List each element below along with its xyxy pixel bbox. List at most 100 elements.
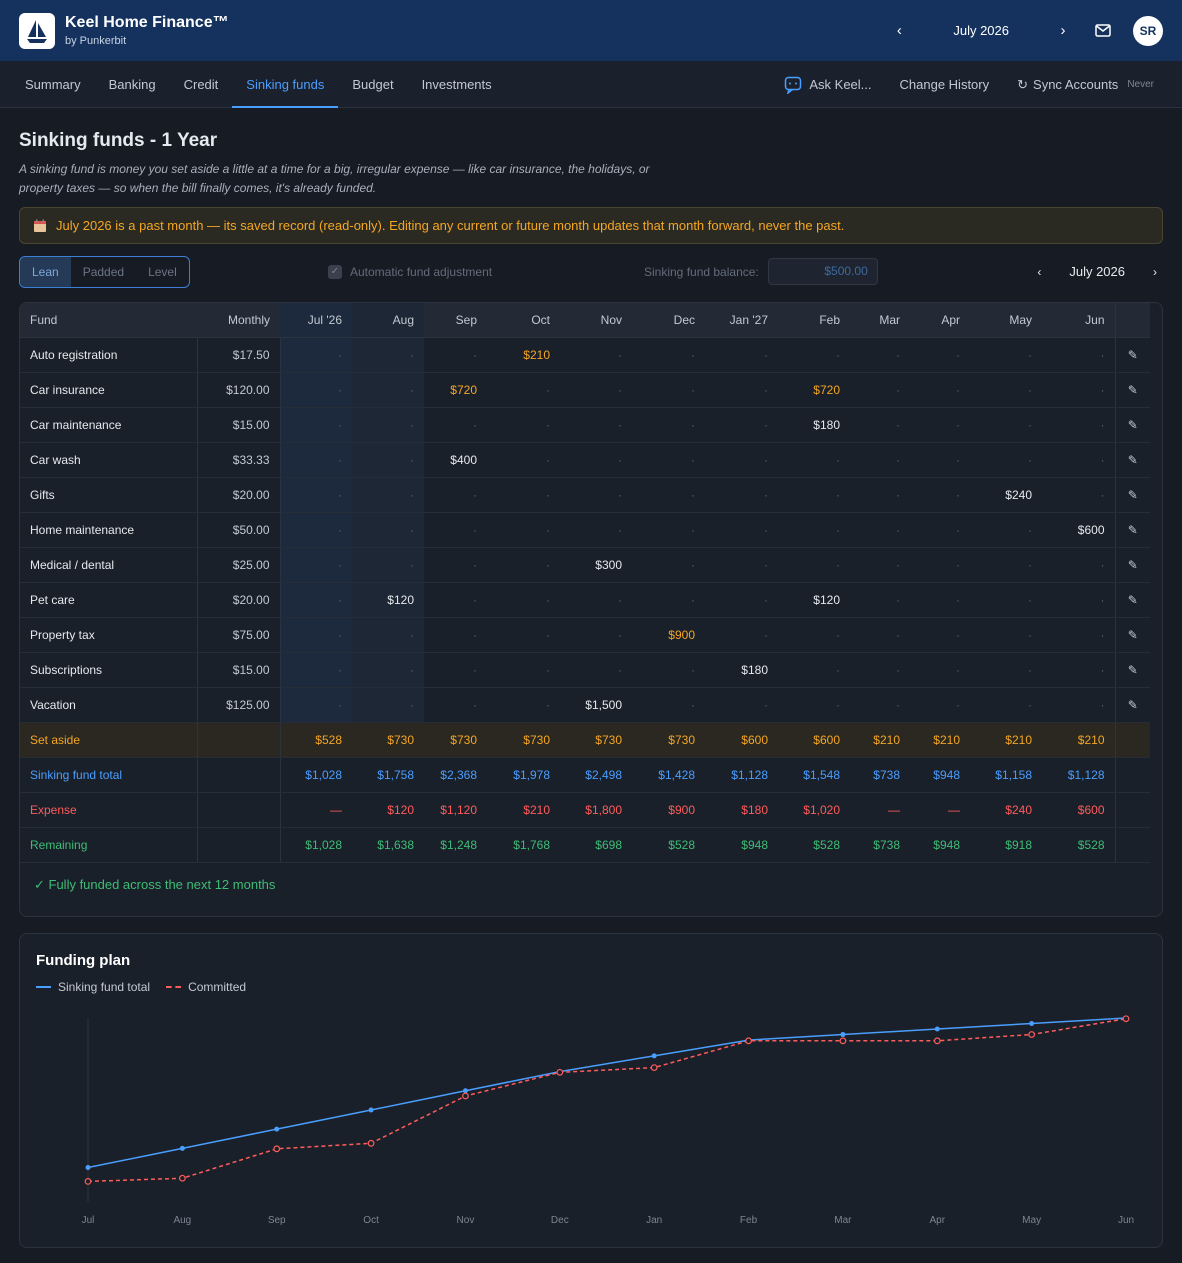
fund-cell[interactable]: ·	[424, 512, 487, 548]
fund-cell[interactable]: ·	[487, 582, 560, 618]
ask-keel-button[interactable]: Ask Keel...	[784, 76, 872, 94]
balance-input[interactable]: $500.00	[767, 258, 878, 285]
fund-cell[interactable]: ·	[970, 547, 1042, 583]
fund-cell[interactable]: ·	[970, 617, 1042, 653]
fund-cell[interactable]: $400	[424, 442, 487, 478]
pencil-icon[interactable]: ✎	[1114, 687, 1150, 723]
fund-cell[interactable]: ·	[280, 547, 352, 583]
fund-cell[interactable]: $180	[705, 652, 778, 688]
fund-cell[interactable]: ·	[352, 652, 424, 688]
fund-cell[interactable]: ·	[778, 477, 850, 513]
fund-cell[interactable]: ·	[632, 687, 705, 723]
fund-cell[interactable]: ·	[280, 442, 352, 478]
fund-cell[interactable]: ·	[705, 372, 778, 408]
fund-cell[interactable]: $300	[560, 547, 632, 583]
fund-cell[interactable]: ·	[424, 407, 487, 443]
fund-cell[interactable]: ·	[487, 372, 560, 408]
fund-cell[interactable]: ·	[778, 652, 850, 688]
fund-cell[interactable]: ·	[1042, 687, 1115, 723]
fund-cell[interactable]: ·	[910, 652, 970, 688]
fund-cell[interactable]: ·	[424, 617, 487, 653]
fund-cell[interactable]: ·	[560, 512, 632, 548]
fund-cell[interactable]: ·	[280, 582, 352, 618]
fund-cell[interactable]: ·	[1042, 407, 1115, 443]
fund-cell[interactable]: ·	[352, 512, 424, 548]
pencil-icon[interactable]: ✎	[1114, 407, 1150, 443]
fund-cell[interactable]: $720	[424, 372, 487, 408]
fund-cell[interactable]: ·	[352, 337, 424, 373]
tab-credit[interactable]: Credit	[183, 76, 219, 92]
fund-cell[interactable]: ·	[487, 547, 560, 583]
fund-cell[interactable]: ·	[424, 582, 487, 618]
fund-cell[interactable]: ·	[632, 337, 705, 373]
fund-cell[interactable]: ·	[280, 617, 352, 653]
fund-cell[interactable]: ·	[910, 372, 970, 408]
fund-cell[interactable]: ·	[705, 687, 778, 723]
fund-cell[interactable]: ·	[970, 512, 1042, 548]
pencil-icon[interactable]: ✎	[1114, 652, 1150, 688]
fund-cell[interactable]: ·	[850, 582, 910, 618]
fund-cell[interactable]: ·	[487, 477, 560, 513]
fund-cell[interactable]: ·	[632, 547, 705, 583]
fund-cell[interactable]: ·	[280, 512, 352, 548]
pencil-icon[interactable]: ✎	[1114, 337, 1150, 373]
fund-cell[interactable]: ·	[352, 407, 424, 443]
fund-cell[interactable]: ·	[705, 407, 778, 443]
fund-cell[interactable]: ·	[487, 617, 560, 653]
fund-cell[interactable]: ·	[280, 477, 352, 513]
fund-cell[interactable]: ·	[850, 687, 910, 723]
fund-cell[interactable]: ·	[352, 442, 424, 478]
fund-cell[interactable]: ·	[560, 652, 632, 688]
pencil-icon[interactable]: ✎	[1114, 512, 1150, 548]
fund-cell[interactable]: ·	[352, 372, 424, 408]
fund-cell[interactable]: ·	[424, 652, 487, 688]
fund-cell[interactable]: ·	[352, 547, 424, 583]
fund-cell[interactable]: ·	[1042, 582, 1115, 618]
fund-cell[interactable]: ·	[632, 372, 705, 408]
fund-cell[interactable]: ·	[850, 652, 910, 688]
fund-cell[interactable]: ·	[850, 372, 910, 408]
pencil-icon[interactable]: ✎	[1114, 477, 1150, 513]
fund-cell[interactable]: ·	[910, 512, 970, 548]
fund-cell[interactable]: ·	[560, 477, 632, 513]
fund-cell[interactable]: ·	[1042, 372, 1115, 408]
fund-cell[interactable]: ·	[560, 407, 632, 443]
fund-cell[interactable]: ·	[910, 617, 970, 653]
fund-cell[interactable]: ·	[1042, 337, 1115, 373]
fund-cell[interactable]: $240	[970, 477, 1042, 513]
fund-cell[interactable]: ·	[1042, 442, 1115, 478]
fund-cell[interactable]: ·	[280, 407, 352, 443]
fund-cell[interactable]: ·	[850, 337, 910, 373]
fund-cell[interactable]: ·	[632, 652, 705, 688]
fund-cell[interactable]: ·	[1042, 547, 1115, 583]
fund-cell[interactable]: ·	[778, 617, 850, 653]
fund-cell[interactable]: ·	[1042, 477, 1115, 513]
next-month-icon[interactable]: ›	[1060, 22, 1066, 39]
fund-cell[interactable]: ·	[778, 547, 850, 583]
fund-cell[interactable]: ·	[705, 337, 778, 373]
fund-cell[interactable]: ·	[487, 442, 560, 478]
fund-cell[interactable]: ·	[778, 442, 850, 478]
checkbox-icon[interactable]: ✓	[328, 264, 342, 279]
fund-cell[interactable]: ·	[705, 442, 778, 478]
fund-cell[interactable]: ·	[778, 512, 850, 548]
fund-cell[interactable]: ·	[850, 477, 910, 513]
mode-level[interactable]: Level	[148, 264, 177, 279]
mail-icon[interactable]	[1095, 24, 1111, 37]
tab-banking[interactable]: Banking	[108, 76, 156, 92]
fund-cell[interactable]: ·	[424, 337, 487, 373]
fund-cell[interactable]: $600	[1042, 512, 1115, 548]
fund-cell[interactable]: ·	[850, 407, 910, 443]
fund-cell[interactable]: ·	[705, 617, 778, 653]
fund-cell[interactable]: ·	[352, 477, 424, 513]
next-month-icon[interactable]: ›	[1153, 264, 1157, 279]
fund-cell[interactable]: ·	[705, 547, 778, 583]
fund-cell[interactable]: ·	[352, 687, 424, 723]
fund-cell[interactable]: ·	[910, 337, 970, 373]
fund-cell[interactable]: ·	[424, 547, 487, 583]
mode-lean[interactable]: Lean	[20, 256, 71, 287]
fund-cell[interactable]: ·	[280, 687, 352, 723]
fund-cell[interactable]: ·	[970, 582, 1042, 618]
fund-cell[interactable]: ·	[280, 652, 352, 688]
fund-cell[interactable]: $210	[487, 337, 560, 373]
